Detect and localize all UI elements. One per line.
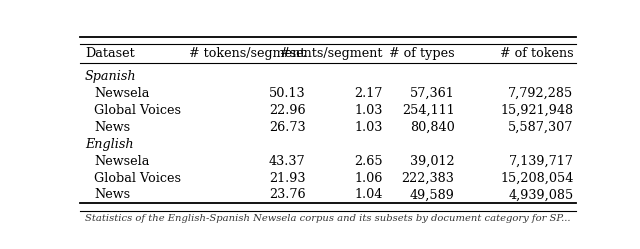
Text: 43.37: 43.37 xyxy=(269,155,306,168)
Text: 4,939,085: 4,939,085 xyxy=(508,188,573,201)
Text: English: English xyxy=(85,138,134,151)
Text: 26.73: 26.73 xyxy=(269,121,306,134)
Text: 50.13: 50.13 xyxy=(269,87,306,100)
Text: 7,139,717: 7,139,717 xyxy=(509,155,573,168)
Text: Dataset: Dataset xyxy=(85,47,134,60)
Text: # of types: # of types xyxy=(389,47,454,60)
Text: 2.17: 2.17 xyxy=(354,87,383,100)
Text: 2.65: 2.65 xyxy=(354,155,383,168)
Text: 1.03: 1.03 xyxy=(354,104,383,117)
Text: 1.04: 1.04 xyxy=(354,188,383,201)
Text: News: News xyxy=(94,121,130,134)
Text: News: News xyxy=(94,188,130,201)
Text: 80,840: 80,840 xyxy=(410,121,454,134)
Text: 39,012: 39,012 xyxy=(410,155,454,168)
Text: 49,589: 49,589 xyxy=(410,188,454,201)
Text: 7,792,285: 7,792,285 xyxy=(508,87,573,100)
Text: # of tokens: # of tokens xyxy=(500,47,573,60)
Text: Newsela: Newsela xyxy=(94,155,149,168)
Text: Global Voices: Global Voices xyxy=(94,172,181,185)
Text: Spanish: Spanish xyxy=(85,70,136,83)
Text: Statistics of the English-Spanish Newsela corpus and its subsets by document cat: Statistics of the English-Spanish Newsel… xyxy=(85,214,570,223)
Text: 15,921,948: 15,921,948 xyxy=(500,104,573,117)
Text: 222,383: 222,383 xyxy=(402,172,454,185)
Text: 1.03: 1.03 xyxy=(354,121,383,134)
Text: Newsela: Newsela xyxy=(94,87,149,100)
Text: 1.06: 1.06 xyxy=(354,172,383,185)
Text: 57,361: 57,361 xyxy=(410,87,454,100)
Text: # tokens/segment: # tokens/segment xyxy=(189,47,306,60)
Text: 254,111: 254,111 xyxy=(402,104,454,117)
Text: 22.96: 22.96 xyxy=(269,104,306,117)
Text: 15,208,054: 15,208,054 xyxy=(500,172,573,185)
Text: #sents/segment: #sents/segment xyxy=(279,47,383,60)
Text: 5,587,307: 5,587,307 xyxy=(508,121,573,134)
Text: 23.76: 23.76 xyxy=(269,188,306,201)
Text: Global Voices: Global Voices xyxy=(94,104,181,117)
Text: 21.93: 21.93 xyxy=(269,172,306,185)
